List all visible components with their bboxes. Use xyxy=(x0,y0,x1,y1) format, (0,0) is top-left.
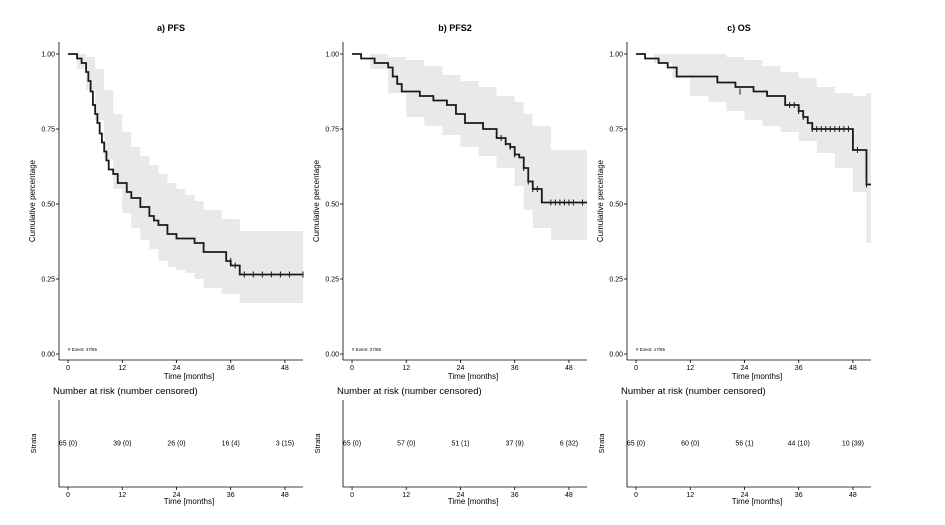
risk-x-tick-label: 0 xyxy=(66,492,70,499)
x-tick-label: 0 xyxy=(634,365,638,372)
risk-count-label: 16 (4) xyxy=(222,441,240,448)
risk-count-label: 60 (0) xyxy=(681,441,699,448)
y-tick-label: 0.00 xyxy=(325,352,339,359)
panel-1: a) PFS 0.00 0.25 0.50 0.75 1.00 0 12 24 36 48 Time … xyxy=(28,23,304,506)
risk-x-tick-label: 24 xyxy=(457,492,465,499)
risk-strata-label: Strata xyxy=(597,433,606,454)
risk-table-title: Number at risk (number censored) xyxy=(53,386,198,397)
y-tick-label: 0.00 xyxy=(609,352,623,359)
x-tick-label: 24 xyxy=(173,365,181,372)
risk-x-axis-label: Time [months] xyxy=(732,497,782,506)
risk-count-label: 51 (1) xyxy=(451,441,469,448)
risk-strata-label: Strata xyxy=(29,433,38,454)
risk-strata-label: Strata xyxy=(313,433,322,454)
confidence-band xyxy=(636,54,871,243)
y-tick-label: 0.50 xyxy=(325,202,339,209)
risk-count-label: 56 (1) xyxy=(735,441,753,448)
survival-curve xyxy=(68,53,303,276)
chart-title: c) OS xyxy=(727,23,751,33)
risk-x-tick-label: 48 xyxy=(565,492,573,499)
x-axis-label: Time [months] xyxy=(164,372,214,381)
y-axis-label: Cumulative percentage xyxy=(28,159,37,242)
risk-count-label: 65 (0) xyxy=(343,441,361,448)
risk-x-tick-label: 24 xyxy=(173,492,181,499)
y-tick-label: 0.25 xyxy=(609,277,623,284)
risk-x-tick-label: 24 xyxy=(741,492,749,499)
risk-x-tick-label: 36 xyxy=(795,492,803,499)
y-tick-label: 0.50 xyxy=(41,202,55,209)
risk-x-tick-label: 48 xyxy=(281,492,289,499)
risk-count-label: 26 (0) xyxy=(167,441,185,448)
risk-table-title: Number at risk (number censored) xyxy=(337,386,482,397)
panel-3: c) OS 0.00 0.25 0.50 0.75 1.00 0 12 24 36 48 Time [… xyxy=(596,23,871,506)
y-axis-label: Cumulative percentage xyxy=(596,159,605,242)
risk-x-tick-label: 36 xyxy=(511,492,519,499)
risk-x-tick-label: 12 xyxy=(686,492,694,499)
event-annotation: # Event: 27/65 xyxy=(352,347,382,352)
chart-title: b) PFS2 xyxy=(438,23,472,33)
risk-count-label: 6 (32) xyxy=(560,441,578,448)
x-tick-label: 0 xyxy=(66,365,70,372)
x-tick-label: 48 xyxy=(565,365,573,372)
risk-x-axis-label: Time [months] xyxy=(448,497,498,506)
x-axis-label: Time [months] xyxy=(448,372,498,381)
y-tick-label: 0.75 xyxy=(609,127,623,134)
risk-x-tick-label: 12 xyxy=(118,492,126,499)
x-tick-label: 48 xyxy=(281,365,289,372)
confidence-band xyxy=(352,54,587,240)
y-tick-label: 0.00 xyxy=(41,352,55,359)
risk-count-label: 44 (10) xyxy=(788,441,810,448)
event-annotation: # Event: 17/65 xyxy=(636,347,666,352)
risk-count-label: 39 (0) xyxy=(113,441,131,448)
risk-x-tick-label: 36 xyxy=(227,492,235,499)
survival-curve xyxy=(636,53,871,186)
risk-count-label: 65 (0) xyxy=(59,441,77,448)
y-axis-label: Cumulative percentage xyxy=(312,159,321,242)
y-tick-label: 0.75 xyxy=(41,127,55,134)
risk-x-tick-label: 0 xyxy=(634,492,638,499)
risk-x-axis-label: Time [months] xyxy=(164,497,214,506)
y-tick-label: 0.25 xyxy=(325,277,339,284)
x-tick-label: 12 xyxy=(686,365,694,372)
x-tick-label: 48 xyxy=(849,365,857,372)
risk-table-title: Number at risk (number censored) xyxy=(621,386,766,397)
y-tick-label: 1.00 xyxy=(325,52,339,59)
risk-x-tick-label: 48 xyxy=(849,492,857,499)
risk-count-label: 37 (9) xyxy=(506,441,524,448)
x-axis-label: Time [months] xyxy=(732,372,782,381)
confidence-band xyxy=(68,54,303,303)
x-tick-label: 36 xyxy=(795,365,803,372)
risk-x-tick-label: 0 xyxy=(350,492,354,499)
y-tick-label: 0.75 xyxy=(325,127,339,134)
event-annotation: # Event: 47/65 xyxy=(68,347,98,352)
panel-2: b) PFS2 0.00 0.25 0.50 0.75 1.00 0 12 24 36 48 Time… xyxy=(312,23,587,506)
x-tick-label: 36 xyxy=(511,365,519,372)
x-tick-label: 12 xyxy=(118,365,126,372)
x-tick-label: 0 xyxy=(350,365,354,372)
x-tick-label: 36 xyxy=(227,365,235,372)
risk-count-label: 10 (39) xyxy=(842,441,864,448)
y-tick-label: 1.00 xyxy=(609,52,623,59)
y-tick-label: 0.50 xyxy=(609,202,623,209)
chart-title: a) PFS xyxy=(157,23,185,33)
risk-count-label: 3 (15) xyxy=(276,441,294,448)
x-tick-label: 12 xyxy=(402,365,410,372)
risk-x-tick-label: 12 xyxy=(402,492,410,499)
y-tick-label: 1.00 xyxy=(41,52,55,59)
x-tick-label: 24 xyxy=(457,365,465,372)
x-tick-label: 24 xyxy=(741,365,749,372)
risk-count-label: 57 (0) xyxy=(397,441,415,448)
risk-count-label: 65 (0) xyxy=(627,441,645,448)
y-tick-label: 0.25 xyxy=(41,277,55,284)
